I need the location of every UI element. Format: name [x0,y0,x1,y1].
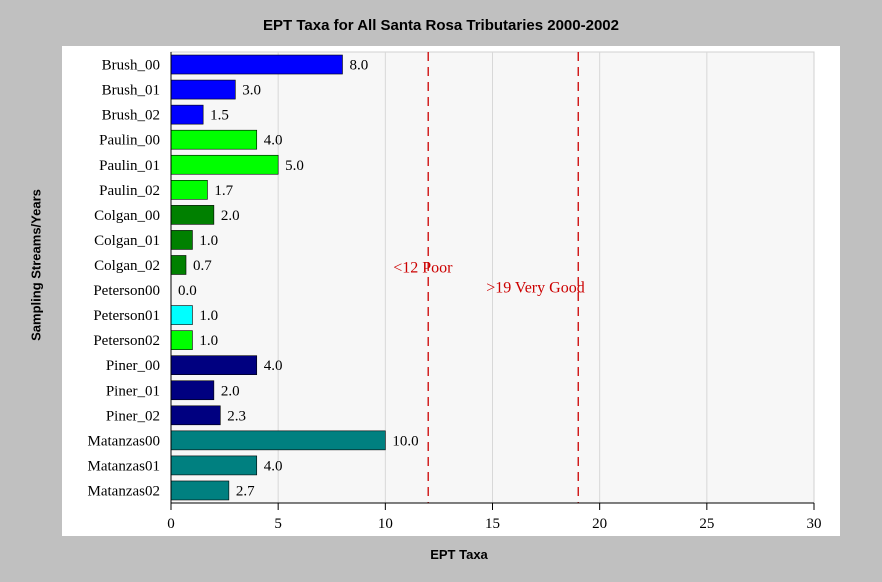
bar-value-label: 4.0 [264,133,283,149]
bar [170,230,193,250]
bar [170,54,343,75]
category-label: Piner_01 [106,383,160,399]
category-label: Colgan_00 [94,208,160,224]
bar-value-label: 4.0 [264,358,283,374]
bar-value-label: 2.7 [236,483,255,499]
category-label: Matanzas01 [88,458,160,474]
bar [170,255,187,275]
bar-value-label: 10.0 [392,433,418,449]
bar-value-label: 1.0 [199,333,218,349]
bar-value-label: 1.0 [199,308,218,324]
reference-line-label: <12 Poor [393,259,453,276]
bar-value-label: 1.7 [214,183,233,199]
bar [170,180,208,200]
category-label: Brush_00 [102,58,160,74]
category-label: Peterson00 [93,283,160,299]
x-tick-label: 30 [807,516,822,532]
bar-value-label: 1.0 [199,233,218,249]
chart-title: EPT Taxa for All Santa Rosa Tributaries … [263,17,619,34]
bar [170,455,258,476]
bar [170,154,279,175]
bar-value-label: 1.5 [210,108,229,124]
chart-panel: 8.0 Brush_00 3.0 Brush_01 1.5 Brush_02 4.0 Paul… [62,46,840,536]
x-tick-label: 15 [485,516,500,532]
x-axis-label: EPT Taxa [430,547,488,562]
category-label: Brush_02 [102,108,160,124]
bar-value-label: 2.0 [221,383,240,399]
category-label: Matanzas00 [88,433,160,449]
category-label: Piner_02 [106,408,160,424]
bar [170,104,204,125]
x-tick-label: 25 [699,516,714,532]
category-label: Brush_01 [102,83,160,99]
category-label: Colgan_01 [94,233,160,249]
bar [170,380,215,401]
bar [170,205,215,225]
category-label: Matanzas02 [88,483,160,499]
category-label: Paulin_01 [99,158,160,174]
x-tick-label: 10 [378,516,393,532]
reference-line-label: >19 Very Good [486,280,585,297]
category-label: Paulin_02 [99,183,160,199]
x-tick-label: 5 [274,516,282,532]
bar [170,355,258,375]
category-label: Colgan_02 [94,258,160,274]
category-label: Paulin_00 [99,133,160,149]
bar-value-label: 0.0 [178,283,197,299]
bar [170,430,386,451]
bar-value-label: 4.0 [264,458,283,474]
x-tick-label: 0 [167,516,175,532]
bar-value-label: 8.0 [349,58,368,74]
bar-value-label: 2.3 [227,408,246,424]
bar [170,405,221,426]
bar-value-label: 3.0 [242,83,261,99]
bar-value-label: 0.7 [193,258,212,274]
bar [170,129,258,150]
bar-value-label: 5.0 [285,158,304,174]
bar [170,330,193,350]
bar-value-label: 2.0 [221,208,240,224]
bar [170,305,193,325]
category-label: Peterson02 [93,333,160,349]
x-tick-label: 20 [592,516,607,532]
bar [170,79,236,100]
bar [170,480,230,501]
bar-chart: 8.0 Brush_00 3.0 Brush_01 1.5 Brush_02 4.0 Paul… [88,51,822,532]
category-label: Piner_00 [106,358,160,374]
category-label: Peterson01 [93,308,160,324]
y-axis-label: Sampling Streams/Years [28,189,44,341]
